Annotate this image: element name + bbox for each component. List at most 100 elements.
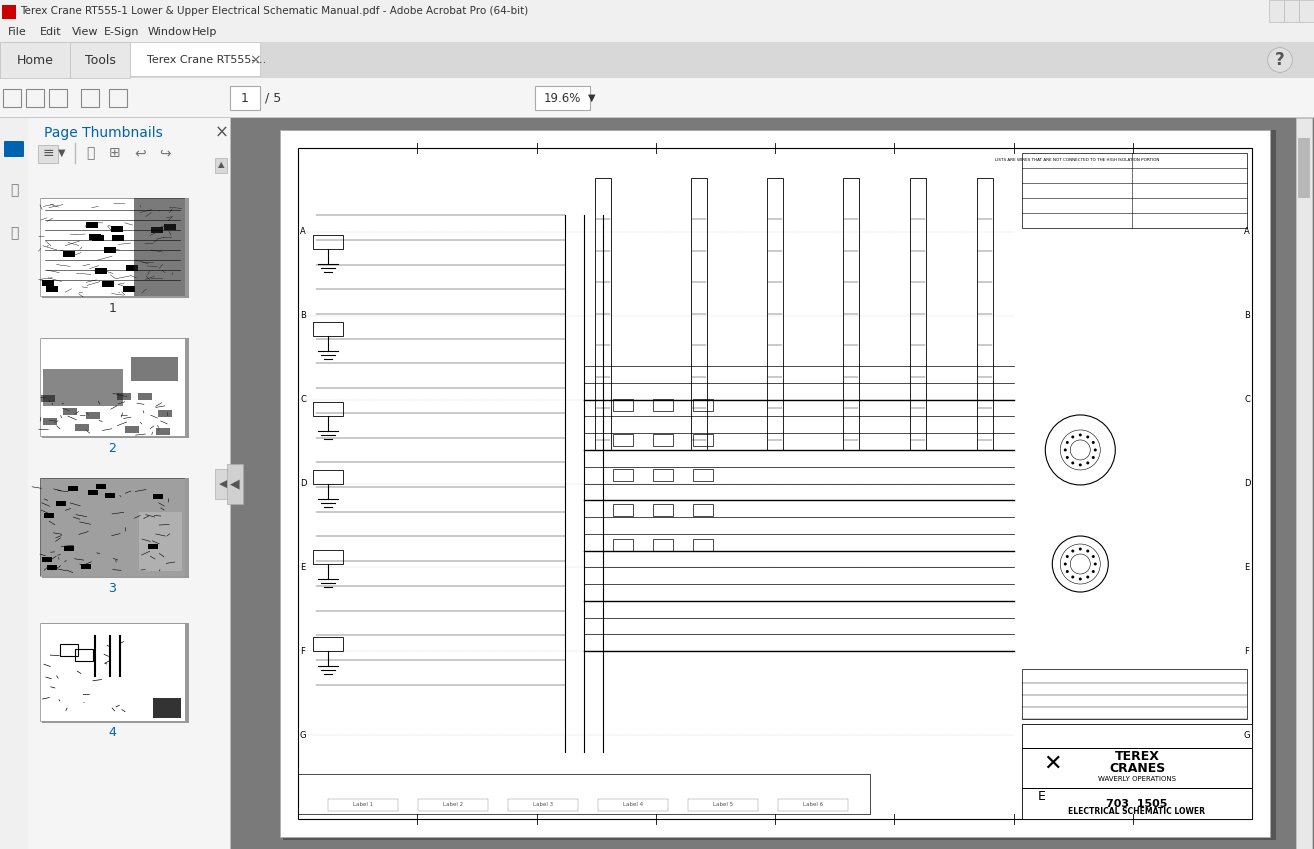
Text: 🔖: 🔖 — [9, 183, 18, 197]
Bar — [155, 428, 170, 435]
Bar — [126, 265, 138, 271]
Bar — [96, 484, 105, 489]
Bar — [88, 490, 97, 495]
Text: View: View — [72, 27, 99, 37]
Text: D: D — [1244, 479, 1250, 488]
Text: ◀: ◀ — [218, 479, 227, 489]
Bar — [692, 398, 712, 411]
Bar — [0, 117, 1314, 118]
Bar — [112, 235, 124, 241]
Bar — [612, 434, 633, 446]
Bar — [68, 486, 78, 491]
Bar — [42, 478, 189, 578]
Bar — [328, 799, 398, 811]
Bar — [1269, 0, 1284, 22]
Bar — [0, 22, 1314, 42]
Bar — [152, 698, 181, 718]
Bar — [3, 5, 16, 19]
Bar — [42, 338, 189, 438]
Bar — [46, 286, 58, 292]
Bar — [1298, 138, 1310, 198]
Text: LISTS ARE WIRES THAT ARE NOT CONNECTED TO THE HIGH ISOLATION PORTION: LISTS ARE WIRES THAT ARE NOT CONNECTED T… — [995, 158, 1159, 162]
Text: Label 1: Label 1 — [353, 802, 373, 807]
Circle shape — [1087, 436, 1089, 438]
Text: ↪: ↪ — [159, 146, 171, 160]
Bar — [976, 178, 993, 450]
Bar — [313, 322, 343, 336]
Bar — [49, 89, 67, 107]
Bar — [653, 469, 673, 481]
Bar — [138, 393, 152, 401]
Bar — [911, 178, 926, 450]
Bar — [0, 0, 1314, 22]
Circle shape — [1087, 576, 1089, 578]
Bar — [844, 178, 859, 450]
Text: Label 2: Label 2 — [443, 802, 463, 807]
Bar — [138, 512, 183, 571]
Circle shape — [1092, 456, 1095, 459]
Text: E-Sign: E-Sign — [104, 27, 139, 37]
Circle shape — [1079, 577, 1081, 581]
Bar — [130, 42, 260, 76]
Circle shape — [1087, 549, 1089, 553]
Bar — [653, 503, 673, 515]
Circle shape — [1066, 456, 1068, 459]
Text: Label 5: Label 5 — [714, 802, 733, 807]
Bar — [70, 42, 130, 78]
Bar — [104, 247, 116, 253]
Bar — [85, 412, 100, 419]
Circle shape — [1079, 548, 1081, 550]
Circle shape — [1092, 555, 1095, 558]
Bar — [1022, 153, 1247, 228]
Bar — [230, 86, 260, 110]
Text: 2: 2 — [109, 441, 117, 454]
Bar — [298, 148, 1252, 819]
Bar — [75, 649, 93, 661]
FancyBboxPatch shape — [4, 141, 24, 157]
Circle shape — [1066, 555, 1068, 558]
Bar — [122, 286, 134, 292]
Circle shape — [1093, 448, 1097, 452]
Bar — [89, 233, 101, 239]
Bar — [313, 402, 343, 416]
Bar — [41, 395, 55, 402]
Bar — [280, 130, 1271, 837]
Bar — [134, 198, 185, 296]
Bar — [39, 478, 185, 576]
Bar — [43, 368, 122, 406]
Bar — [535, 86, 590, 110]
Text: C: C — [300, 395, 306, 404]
Text: 1: 1 — [240, 92, 248, 104]
Bar — [691, 178, 707, 450]
Text: ELECTRICAL SCHEMATIC LOWER: ELECTRICAL SCHEMATIC LOWER — [1068, 807, 1205, 816]
Bar — [101, 281, 113, 287]
Bar — [158, 410, 172, 417]
Text: 🗑: 🗑 — [85, 146, 95, 160]
Text: ×: × — [250, 53, 260, 67]
Text: ⊞: ⊞ — [109, 146, 121, 160]
Text: Home: Home — [17, 53, 54, 66]
Bar — [1022, 724, 1252, 819]
Bar — [164, 223, 176, 229]
Bar — [227, 464, 243, 504]
Bar — [0, 42, 70, 78]
Text: Edit: Edit — [39, 27, 62, 37]
Bar — [81, 89, 99, 107]
Text: D: D — [300, 479, 306, 488]
Bar — [0, 118, 230, 849]
Bar — [0, 118, 1314, 849]
Text: / 5: / 5 — [265, 92, 281, 104]
Bar — [39, 623, 185, 721]
Text: CRANES: CRANES — [1109, 762, 1166, 775]
Bar — [689, 799, 758, 811]
Text: ▲: ▲ — [218, 160, 225, 170]
Bar — [81, 564, 91, 569]
Bar — [43, 513, 54, 518]
Bar — [63, 546, 74, 551]
Bar — [692, 503, 712, 515]
Text: 3: 3 — [109, 582, 117, 594]
Bar — [1022, 788, 1252, 789]
Text: G: G — [300, 731, 306, 739]
Bar — [692, 538, 712, 551]
Bar — [653, 434, 673, 446]
